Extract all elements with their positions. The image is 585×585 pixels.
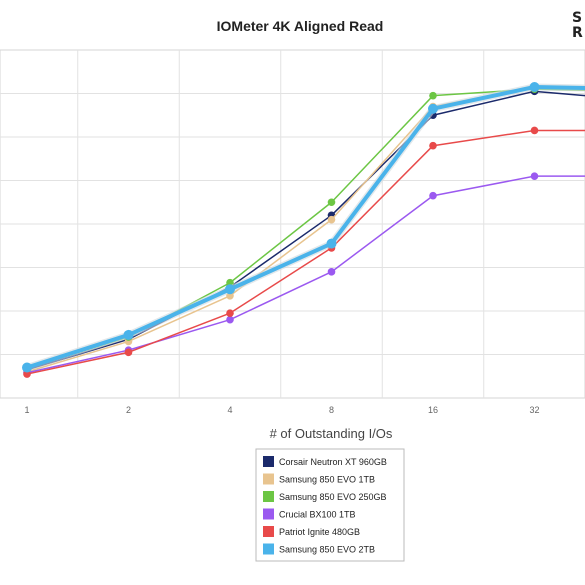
legend-label: Crucial BX100 1TB — [279, 510, 356, 520]
legend-swatch — [263, 473, 274, 485]
site-logo: S R — [572, 10, 583, 41]
series-line — [26, 86, 585, 373]
series-line — [26, 84, 585, 370]
data-point — [428, 103, 438, 114]
data-point — [429, 141, 437, 150]
legend-label: Patriot Ignite 480GB — [279, 527, 360, 537]
x-tick-label: 8 — [329, 405, 334, 415]
data-point — [326, 238, 337, 249]
legend-swatch — [263, 456, 274, 467]
x-axis-label: # of Outstanding I/Os — [270, 426, 393, 441]
data-point — [22, 362, 32, 373]
legend: Corsair Neutron XT 960GB Samsung 850 EVO … — [255, 448, 405, 562]
legend-item: Crucial BX100 1TB — [263, 508, 356, 520]
data-point — [529, 81, 540, 92]
legend-label: Samsung 850 EVO 250GB — [279, 492, 387, 502]
data-point — [226, 315, 234, 324]
svg-text:S: S — [572, 10, 582, 26]
x-axis-ticks: 1248163264 — [24, 405, 539, 415]
series-line — [26, 90, 585, 371]
data-point — [124, 348, 133, 357]
legend-item: Samsung 850 EVO 1TB — [263, 473, 375, 485]
legend-item: Patriot Ignite 480GB — [263, 526, 360, 537]
series-group — [22, 81, 585, 378]
data-point — [327, 268, 336, 276]
legend-swatch — [263, 543, 274, 555]
data-point — [530, 172, 539, 180]
legend-swatch — [263, 491, 274, 502]
data-point — [327, 198, 336, 207]
series-2 — [23, 85, 585, 373]
legend-label: Samsung 850 EVO 1TB — [279, 475, 375, 485]
chart-title: IOMeter 4K Aligned Read — [217, 18, 384, 34]
data-point — [327, 215, 336, 224]
series-line — [26, 88, 585, 370]
data-point — [123, 329, 134, 340]
svg-text:R: R — [572, 25, 583, 41]
legend-item: Samsung 850 EVO 250GB — [263, 491, 387, 502]
data-point — [429, 91, 437, 100]
data-point — [225, 284, 235, 295]
series-0 — [23, 87, 585, 374]
data-point — [226, 309, 234, 317]
grid — [0, 49, 585, 399]
legend-swatch — [263, 508, 274, 520]
legend-box — [255, 448, 405, 562]
x-tick-label: 2 — [126, 405, 131, 415]
legend-item: Corsair Neutron XT 960GB — [263, 456, 387, 467]
legend-swatch — [263, 526, 274, 537]
x-tick-label: 32 — [529, 405, 539, 415]
series-shadow — [25, 83, 585, 371]
legend-label: Corsair Neutron XT 960GB — [279, 457, 387, 467]
x-tick-label: 1 — [24, 405, 29, 415]
series-5 — [22, 81, 585, 373]
plot-frame — [0, 49, 585, 399]
data-point — [530, 126, 539, 135]
data-point — [429, 191, 437, 200]
series-1 — [23, 83, 585, 376]
legend-label: Samsung 850 EVO 2TB — [279, 545, 375, 555]
legend-item: Samsung 850 EVO 2TB — [263, 543, 375, 555]
x-tick-label: 16 — [428, 405, 438, 415]
x-tick-label: 4 — [227, 405, 232, 415]
data-point — [23, 370, 31, 378]
